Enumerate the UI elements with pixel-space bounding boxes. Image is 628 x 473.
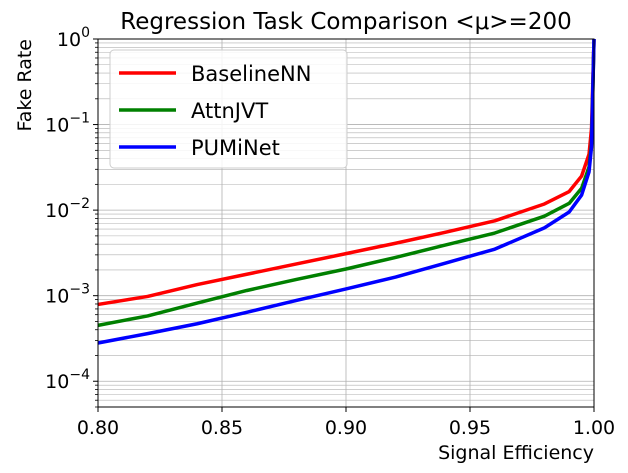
y-tick-label: 10−4 xyxy=(45,367,90,393)
axis-ticks: 0.80 0.85 0.90 0.95 1.00 10−4 10−3 10−2 10−1 100 xyxy=(45,25,615,439)
series-line-puminet xyxy=(97,38,596,345)
x-tick-label: 0.85 xyxy=(201,417,243,439)
x-tick-label: 0.90 xyxy=(325,417,367,439)
y-tick-label: 10−3 xyxy=(45,282,90,308)
legend: BaselineNN AttnJVT PUMiNet xyxy=(109,49,348,169)
legend-label: BaselineNN xyxy=(191,62,311,86)
series-lines xyxy=(97,38,596,345)
legend-label: AttnJVT xyxy=(191,99,268,123)
y-tick-label: 10−2 xyxy=(45,196,90,222)
legend-box xyxy=(109,49,348,169)
x-tick-label: 0.80 xyxy=(77,417,119,439)
legend-label: PUMiNet xyxy=(191,136,280,160)
x-tick-label: 0.95 xyxy=(449,417,491,439)
series-line-baselinenn xyxy=(97,38,596,307)
y-tick-label: 10−1 xyxy=(45,111,90,137)
chart-title: Regression Task Comparison <μ>=200 xyxy=(120,9,571,35)
x-axis-label: Signal Efficiency xyxy=(438,442,594,464)
y-tick-label: 100 xyxy=(57,25,90,51)
x-tick-label: 1.00 xyxy=(573,417,615,439)
y-axis-label: Fake Rate xyxy=(14,39,36,131)
